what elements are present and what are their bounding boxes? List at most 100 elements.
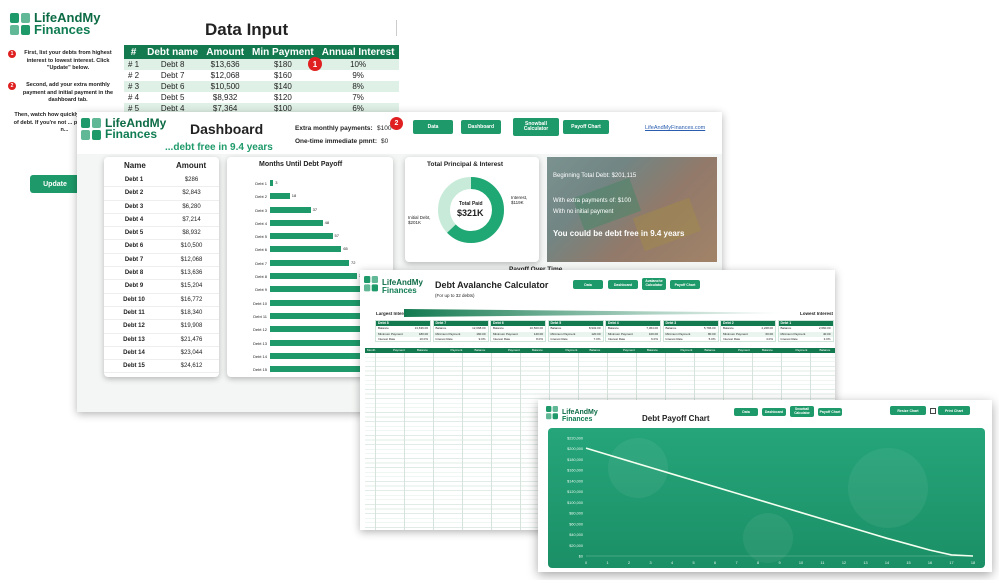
update-button[interactable]: Update [30, 175, 80, 193]
months-bar-label: Debt 11 [253, 313, 267, 319]
debt-block-title: Debt 4 [606, 321, 660, 326]
months-bar-label: Debt 5 [255, 234, 267, 240]
payment-header: Payment [508, 348, 520, 352]
dashboard-logo: LifeAndMy Finances [81, 117, 166, 142]
nav-data-button[interactable]: Data [413, 120, 453, 134]
x-tick-label: 7 [735, 561, 737, 565]
payoff-nav-dashboard[interactable]: Dashboard [762, 408, 786, 416]
balance-value: 4,228.00 [761, 326, 773, 330]
debt-name: Debt 7 [124, 256, 144, 263]
table-cell[interactable]: $10,500 [202, 81, 249, 92]
col-header: Amount [202, 45, 249, 59]
table-cell[interactable]: # 1 [124, 59, 144, 70]
debt-list: Debt 1 $286 Debt 2 $2,843 Debt 3 $6,280 Debt 4… [104, 174, 219, 374]
minpay-value: 120.00 [591, 331, 601, 336]
debt-amount: $21,476 [180, 336, 203, 343]
table-cell[interactable]: # 3 [124, 81, 144, 92]
debt-amount: $6,280 [182, 203, 201, 210]
debt-amount: $19,908 [180, 323, 203, 330]
x-tick-label: 18 [971, 561, 975, 565]
extra-payments-value[interactable]: $100 [377, 125, 392, 132]
minpay-label: Minimum Payment [608, 331, 633, 336]
payoff-chart-title: Debt Payoff Chart [642, 414, 710, 423]
table-cell[interactable]: Debt 7 [160, 71, 185, 80]
table-cell[interactable]: $8,932 [212, 93, 238, 102]
avalanche-nav-data[interactable]: Data [573, 280, 603, 289]
table-cell[interactable]: # 4 [128, 93, 140, 102]
table-cell[interactable]: $7,364 [202, 103, 249, 114]
minpay-label: Minimum Payment [723, 331, 748, 336]
table-cell[interactable]: 9% [352, 71, 364, 80]
avalanche-nav-calculator[interactable]: Avalanche Calculator [642, 278, 666, 290]
months-bar-row: Debt 5 57 [227, 230, 393, 243]
rate-value: 9.0% [478, 337, 486, 341]
table-cell[interactable]: 7% [352, 93, 364, 102]
col-header: Debt name [143, 45, 203, 59]
table-cell[interactable]: Debt 4 [143, 103, 203, 114]
nav-dashboard-button[interactable]: Dashboard [461, 120, 501, 134]
nav-snowball-button[interactable]: Snowball Calculator [513, 118, 559, 136]
y-tick-label: $100,000 [567, 501, 583, 505]
resize-chart-button[interactable]: Resize Chart [890, 406, 926, 415]
table-cell[interactable]: $160 [273, 71, 292, 80]
payoff-nav-chart[interactable]: Payoff Chart [818, 408, 842, 416]
rate-label: Interest Rate [780, 337, 798, 341]
table-cell[interactable]: Debt 8 [143, 59, 203, 70]
minpay-label: Minimum Payment [378, 331, 403, 336]
rate-label: Interest Rate [608, 337, 626, 341]
x-tick-label: 4 [671, 561, 673, 565]
months-bar [270, 259, 349, 266]
principal-slice [438, 177, 504, 243]
payment-header: Payment [565, 348, 578, 352]
table-cell[interactable]: Debt 5 [160, 93, 185, 102]
lowest-interest-label: Lowest Interest [800, 311, 834, 316]
months-bar-value: 48 [324, 219, 330, 225]
debt-name: Debt 12 [123, 323, 145, 330]
table-row: # 4 Debt 5 $8,932 $120 7% [124, 92, 399, 103]
logo-line2: Finances [105, 127, 158, 142]
onetime-value[interactable]: $0 [381, 138, 389, 145]
data-input-table: # Debt name Amount Min Payment Annual Intere… [124, 45, 399, 125]
table-cell[interactable]: 8% [317, 81, 399, 92]
balance-header: Balance [762, 348, 773, 352]
table-cell[interactable]: $100 [248, 103, 318, 114]
payoff-nav-data[interactable]: Data [734, 408, 758, 416]
avalanche-nav-dashboard[interactable]: Dashboard [608, 280, 638, 289]
table-cell[interactable]: $12,068 [210, 71, 240, 80]
months-bar [270, 366, 394, 373]
debt-row: Debt 11 $18,340 [104, 307, 219, 321]
months-bar [270, 326, 384, 333]
balance-header: Balance [589, 348, 601, 352]
debt-row: Debt 14 $23,044 [104, 347, 219, 361]
step-badge-2: 2 [390, 117, 403, 130]
nav-payoff-chart-button[interactable]: Payoff Chart [563, 120, 609, 134]
payoff-nav-snowball[interactable]: Snowball Calculator [790, 406, 814, 417]
table-cell[interactable]: 10% [317, 59, 399, 70]
table-cell[interactable]: $180 [248, 59, 318, 70]
months-bar-row: Debt 12 [227, 323, 393, 336]
minpay-value: 100.00 [648, 331, 658, 336]
site-link[interactable]: LifeAndMyFinances.com [645, 125, 706, 131]
rate-label: Interest Rate [493, 337, 511, 341]
hero-line-1: Beginning Total Debt: $201,115 [553, 173, 637, 179]
debt-block: Debt 4 Balance 7,364.00 Minimum Payment 100.… [605, 320, 661, 342]
debt-name: Debt 9 [124, 283, 144, 290]
debt-name: Debt 1 [124, 177, 144, 183]
table-cell[interactable]: Debt 6 [143, 81, 203, 92]
months-bar-row: Debt 11 [227, 310, 393, 323]
table-cell[interactable]: $13,636 [202, 59, 249, 70]
print-chart-button[interactable]: Print Chart [930, 406, 970, 415]
logo-line2: Finances [562, 416, 593, 423]
table-cell[interactable]: $140 [248, 81, 318, 92]
table-cell[interactable]: 6% [317, 103, 399, 114]
y-tick-label: $120,000 [567, 490, 583, 494]
rate-label: Interest Rate [723, 337, 741, 341]
col-header: Annual Interest [317, 45, 399, 59]
avalanche-nav-payoff[interactable]: Payoff Chart [670, 280, 700, 289]
debt-row: Debt 6 $10,500 [104, 240, 219, 254]
table-cell[interactable]: # 5 [124, 103, 144, 114]
table-cell[interactable]: # 2 [128, 71, 140, 80]
x-tick-label: 11 [821, 561, 825, 565]
table-cell[interactable]: $120 [273, 93, 292, 102]
debt-block-title: Debt 1 [778, 321, 833, 326]
